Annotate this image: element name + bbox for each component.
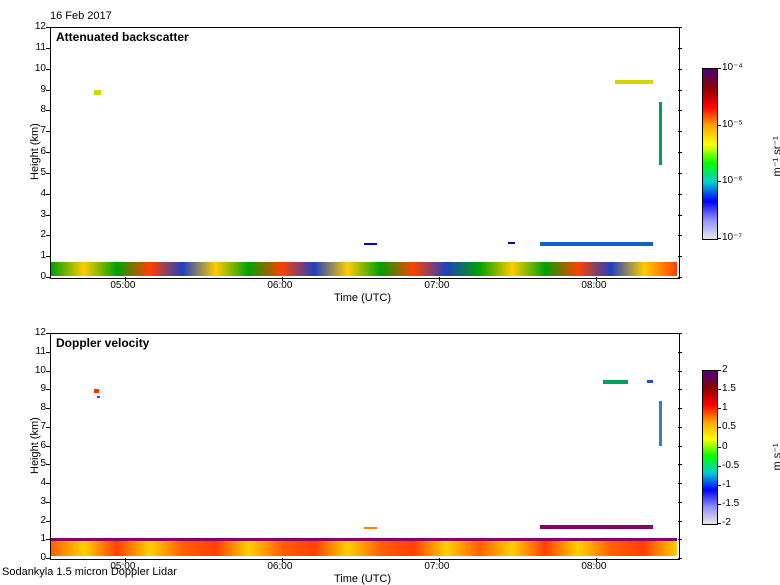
velocity-colorbar — [702, 370, 718, 525]
footer-label: Sodankyla 1.5 micron Doppler Lidar — [2, 566, 177, 578]
backscatter-title: Attenuated backscatter — [56, 30, 189, 44]
date-label: 16 Feb 2017 — [50, 10, 112, 22]
backscatter-colorbar-label: m⁻¹ sr⁻¹ — [771, 127, 780, 177]
velocity-title: Doppler velocity — [56, 336, 149, 350]
backscatter-xlabel: Time (UTC) — [334, 292, 391, 304]
backscatter-colorbar — [702, 68, 718, 240]
velocity-xlabel: Time (UTC) — [334, 573, 391, 585]
velocity-colorbar-label: m s⁻¹ — [771, 420, 780, 470]
